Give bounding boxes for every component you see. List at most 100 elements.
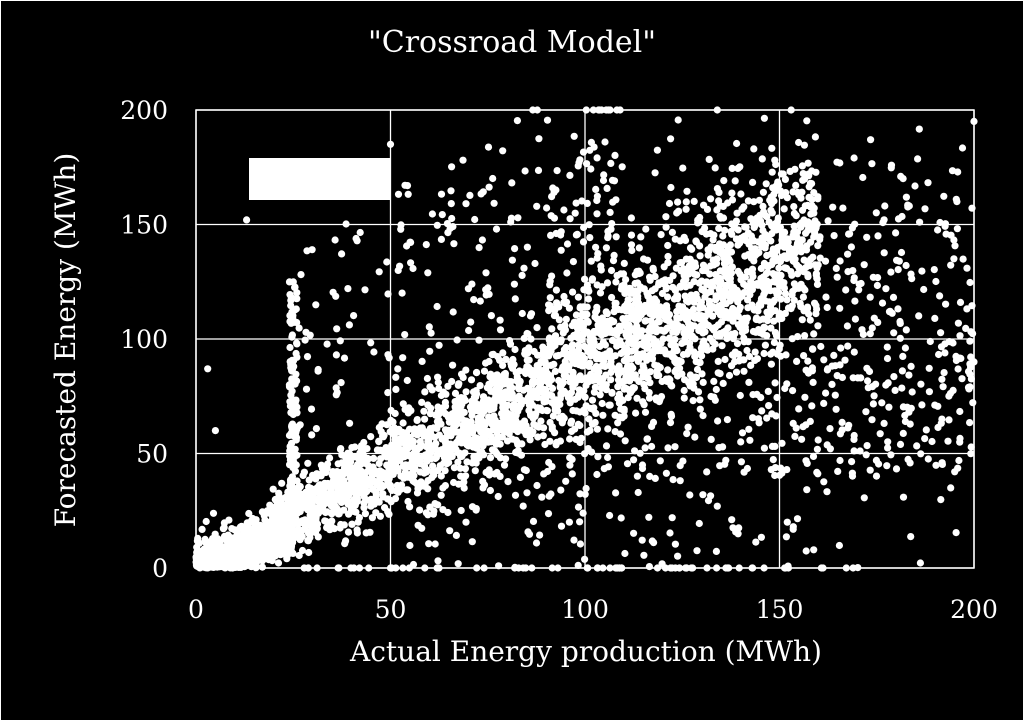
data-point	[956, 438, 964, 446]
data-point	[406, 541, 414, 550]
data-point	[437, 491, 445, 499]
data-point	[528, 564, 536, 572]
data-point	[350, 312, 358, 320]
data-point	[376, 446, 385, 454]
data-point	[607, 376, 615, 384]
data-point	[278, 479, 286, 487]
data-point	[353, 461, 362, 469]
data-point	[796, 299, 804, 307]
data-point	[939, 383, 947, 391]
data-point	[618, 341, 626, 349]
data-point	[360, 438, 368, 447]
data-point	[569, 288, 577, 296]
x-tick-label: 50	[375, 595, 407, 624]
data-point	[425, 323, 433, 331]
data-point	[809, 378, 817, 386]
data-point	[587, 165, 595, 173]
data-point	[784, 304, 793, 312]
data-point	[759, 202, 767, 210]
data-point	[799, 284, 807, 292]
data-point	[863, 442, 871, 450]
data-point	[551, 367, 560, 375]
data-point	[290, 407, 298, 416]
data-point	[560, 372, 568, 380]
data-point	[808, 402, 816, 410]
data-point	[462, 388, 470, 396]
data-point	[686, 491, 694, 499]
data-point	[703, 205, 712, 213]
data-point	[574, 503, 583, 511]
data-point	[523, 363, 531, 371]
data-point	[648, 422, 656, 430]
data-point	[435, 341, 443, 349]
data-point	[662, 469, 671, 477]
data-point	[459, 156, 467, 164]
data-point	[574, 293, 583, 301]
data-point	[879, 219, 887, 227]
data-point	[469, 443, 477, 451]
data-point	[737, 438, 745, 446]
data-point	[884, 379, 892, 387]
data-point	[480, 564, 488, 572]
data-point	[450, 412, 458, 420]
data-point	[869, 400, 878, 408]
data-point	[936, 218, 944, 227]
data-point	[804, 357, 812, 365]
data-point	[709, 236, 717, 244]
data-point	[454, 560, 462, 568]
data-point	[223, 548, 232, 556]
data-point	[713, 564, 721, 572]
data-point	[828, 380, 836, 388]
data-point	[592, 308, 600, 316]
data-point	[362, 480, 370, 488]
data-point	[633, 394, 641, 402]
data-point	[742, 236, 750, 245]
data-point	[496, 440, 504, 448]
data-point	[463, 430, 471, 438]
data-point	[590, 404, 598, 412]
data-point	[820, 399, 828, 407]
data-point	[534, 166, 543, 174]
data-point	[688, 265, 696, 273]
data-point	[243, 216, 251, 224]
data-point	[810, 204, 818, 212]
data-point	[737, 190, 745, 198]
data-point	[370, 348, 378, 356]
data-point	[930, 266, 938, 274]
data-point	[473, 564, 481, 572]
data-point	[476, 382, 484, 390]
data-point	[735, 524, 743, 532]
data-point	[437, 190, 446, 198]
data-point	[475, 244, 483, 252]
data-point	[892, 465, 901, 473]
data-point	[387, 406, 395, 415]
data-point	[494, 396, 503, 404]
data-point	[347, 564, 355, 572]
data-point	[932, 277, 940, 286]
data-point	[761, 341, 770, 349]
data-point	[469, 388, 478, 396]
data-point	[701, 293, 709, 301]
data-point	[583, 199, 591, 207]
data-point	[728, 516, 736, 524]
data-point	[581, 555, 589, 563]
x-axis-ticks: 0 50 100 150 200	[188, 595, 998, 624]
data-point	[557, 522, 566, 530]
data-point	[375, 438, 383, 446]
data-point	[424, 269, 432, 277]
data-point	[709, 303, 717, 311]
data-point	[956, 332, 964, 340]
data-point	[901, 344, 910, 352]
data-point	[759, 226, 767, 235]
data-point	[903, 403, 911, 411]
data-point	[304, 459, 312, 467]
data-point	[520, 264, 528, 272]
data-point	[916, 559, 925, 567]
data-point	[360, 504, 368, 512]
data-point	[454, 458, 462, 466]
data-point	[493, 429, 501, 437]
data-point	[244, 561, 253, 569]
data-point	[337, 493, 345, 501]
data-point	[428, 386, 436, 394]
data-point	[677, 282, 685, 290]
